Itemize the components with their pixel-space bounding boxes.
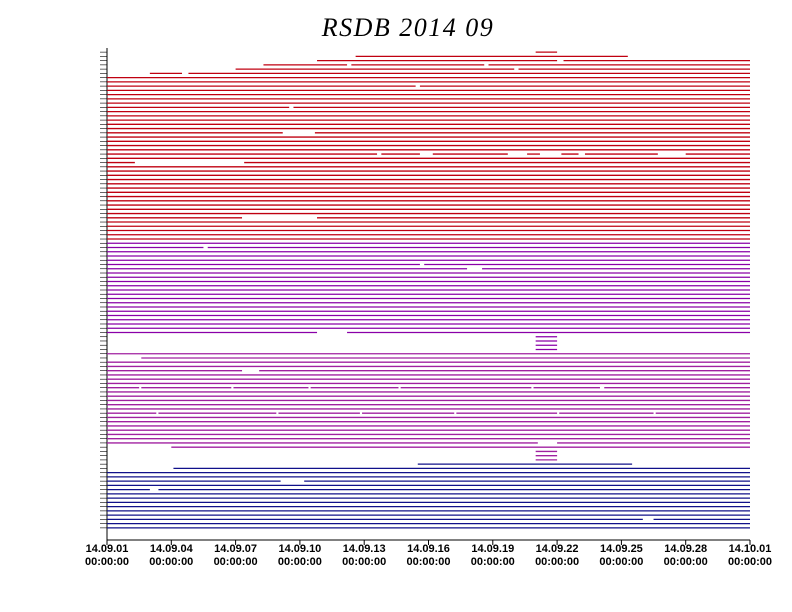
x-tick-label: 14.09.16 — [407, 543, 450, 555]
x-tick-label: 14.10.01 — [729, 543, 772, 555]
chart-title: RSDB 2014 09 — [321, 13, 495, 42]
x-tick-label: 14.09.28 — [664, 543, 707, 555]
x-tick-label: 14.09.04 — [150, 543, 194, 555]
x-tick-time: 00:00:00 — [728, 556, 772, 568]
x-tick-time: 00:00:00 — [85, 556, 129, 568]
x-tick-time: 00:00:00 — [406, 556, 450, 568]
x-tick-time: 00:00:00 — [342, 556, 386, 568]
x-tick-label: 14.09.13 — [343, 543, 386, 555]
x-tick-time: 00:00:00 — [664, 556, 708, 568]
x-tick-time: 00:00:00 — [471, 556, 515, 568]
x-tick-label: 14.09.10 — [278, 543, 321, 555]
x-tick-time: 00:00:00 — [214, 556, 258, 568]
x-tick-time: 00:00:00 — [535, 556, 579, 568]
x-tick-time: 00:00:00 — [599, 556, 643, 568]
x-tick-label: 14.09.19 — [471, 543, 514, 555]
x-tick-label: 14.09.22 — [536, 543, 579, 555]
x-tick-time: 00:00:00 — [149, 556, 193, 568]
x-tick-label: 14.09.07 — [214, 543, 257, 555]
x-tick-label: 14.09.01 — [86, 543, 129, 555]
x-tick-time: 00:00:00 — [278, 556, 322, 568]
x-tick-label: 14.09.25 — [600, 543, 643, 555]
